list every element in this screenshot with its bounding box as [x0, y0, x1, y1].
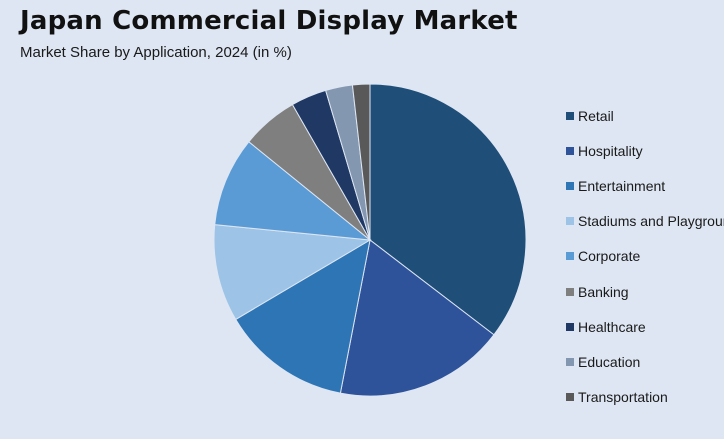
- legend-swatch: [566, 287, 574, 296]
- legend-item-education: Education: [566, 344, 724, 379]
- legend-swatch: [566, 181, 574, 190]
- legend-label: Stadiums and Playgrounds: [578, 213, 724, 230]
- pie-slice-transportation: [351, 83, 371, 241]
- legend-swatch: [566, 357, 574, 366]
- legend-item-transportation: Transportation: [566, 380, 724, 415]
- pie-slice-stadiums-and-playgrounds: [213, 224, 372, 321]
- legend-item-entertainment: Entertainment: [566, 168, 724, 203]
- legend-swatch: [566, 393, 574, 402]
- legend-item-banking: Banking: [566, 274, 724, 309]
- legend-label: Education: [578, 353, 641, 370]
- pie-slice-corporate: [214, 141, 372, 241]
- legend-swatch: [566, 146, 574, 155]
- chart-legend: Retail Hospitality Entertainment Stadiums a…: [566, 98, 724, 415]
- legend-label: Banking: [578, 283, 629, 300]
- chart-title: Japan Commercial Display Market: [20, 6, 518, 36]
- pie-slice-retail: [369, 83, 527, 336]
- legend-label: Retail: [578, 107, 614, 124]
- legend-label: Healthcare: [578, 318, 646, 335]
- pie-slice-hospitality: [339, 239, 495, 397]
- legend-label: Transportation: [578, 389, 668, 406]
- legend-swatch: [566, 252, 574, 261]
- legend-swatch: [566, 322, 574, 331]
- chart-subtitle: Market Share by Application, 2024 (in %): [20, 44, 292, 61]
- legend-swatch: [566, 111, 574, 120]
- legend-item-retail: Retail: [566, 98, 724, 133]
- legend-item-healthcare: Healthcare: [566, 309, 724, 344]
- legend-label: Hospitality: [578, 142, 643, 159]
- legend-item-corporate: Corporate: [566, 239, 724, 274]
- legend-swatch: [566, 217, 574, 226]
- legend-label: Corporate: [578, 248, 641, 265]
- legend-label: Entertainment: [578, 177, 666, 194]
- legend-item-stadiums-and-playgrounds: Stadiums and Playgrounds: [566, 204, 724, 239]
- legend-item-hospitality: Hospitality: [566, 133, 724, 168]
- pie-slice-entertainment: [235, 239, 371, 394]
